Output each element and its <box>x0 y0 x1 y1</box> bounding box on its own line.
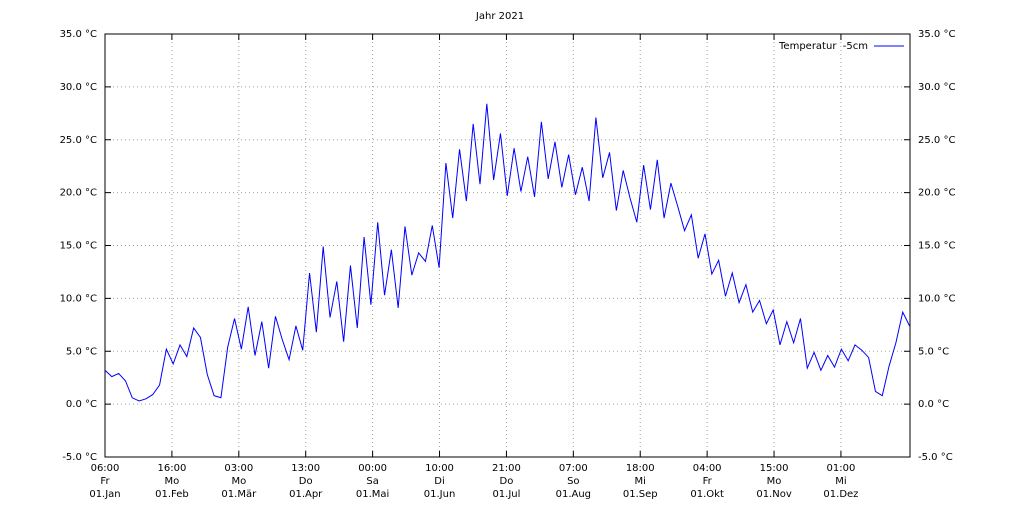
y2-tick-label: 15.0 °C <box>918 241 955 252</box>
y2-tick-label: 25.0 °C <box>918 135 955 146</box>
y2-tick-label: 30.0 °C <box>918 82 955 93</box>
x-tick-label: Do <box>500 476 514 487</box>
y2-tick-label: -5.0 °C <box>918 452 953 463</box>
data-line <box>104 103 910 402</box>
x-tick-label: 01.Feb <box>155 489 189 500</box>
x-tick-label: 03:00 <box>224 463 253 474</box>
x-tick-label: 01.Aug <box>556 489 591 500</box>
x-tick-label: Mi <box>835 476 846 487</box>
y-tick-label: 5.0 °C <box>66 346 97 357</box>
x-tick-label: 01.Nov <box>756 489 792 500</box>
x-tick-label: 01.Mär <box>221 489 257 500</box>
x-tick-label: 01.Okt <box>690 489 724 500</box>
x-tick-label: 01.Dez <box>823 489 858 500</box>
y2-tick-label: 0.0 °C <box>918 399 949 410</box>
x-tick-label: Mo <box>767 476 782 487</box>
x-tick-label: Mo <box>165 476 180 487</box>
y-tick-label: 35.0 °C <box>60 29 97 40</box>
y-tick-label: 25.0 °C <box>60 135 97 146</box>
plot-frame <box>104 33 911 458</box>
x-tick-label: 01:00 <box>827 463 856 474</box>
x-tick-label: 07:00 <box>559 463 588 474</box>
x-tick-label: Fr <box>100 476 110 487</box>
x-tick-label: 16:00 <box>157 463 186 474</box>
y-tick-label: 20.0 °C <box>60 188 97 199</box>
legend-label: Temperatur -5cm <box>778 41 868 52</box>
y2-tick-label: 20.0 °C <box>918 188 955 199</box>
y-tick-label: -5.0 °C <box>62 452 97 463</box>
x-tick-label: 04:00 <box>693 463 722 474</box>
x-tick-label: 18:00 <box>626 463 655 474</box>
x-tick-label: Mo <box>231 476 246 487</box>
x-tick-label: Fr <box>703 476 713 487</box>
x-tick-label: 06:00 <box>91 463 120 474</box>
x-tick-label: So <box>567 476 579 487</box>
y2-tick-label: 35.0 °C <box>918 29 955 40</box>
x-tick-label: 01.Jul <box>492 489 520 500</box>
chart-title: Jahr 2021 <box>475 11 524 22</box>
x-tick-label: 15:00 <box>760 463 789 474</box>
x-tick-label: 10:00 <box>425 463 454 474</box>
x-tick-label: Sa <box>366 476 378 487</box>
x-tick-label: 01.Sep <box>623 489 658 500</box>
x-tick-label: 01.Mai <box>356 489 389 500</box>
x-tick-label: Mi <box>635 476 646 487</box>
y-tick-label: 0.0 °C <box>66 399 97 410</box>
x-tick-label: Di <box>434 476 444 487</box>
y2-tick-label: 5.0 °C <box>918 346 949 357</box>
x-tick-label: 01.Apr <box>289 489 323 500</box>
x-tick-label: 00:00 <box>358 463 387 474</box>
x-tick-label: 01.Jun <box>424 489 456 500</box>
x-tick-label: 21:00 <box>492 463 521 474</box>
x-tick-label: 13:00 <box>291 463 320 474</box>
y-tick-label: 10.0 °C <box>60 293 97 304</box>
y2-tick-label: 10.0 °C <box>918 293 955 304</box>
y-tick-label: 30.0 °C <box>60 82 97 93</box>
y-tick-label: 15.0 °C <box>60 241 97 252</box>
x-tick-label: Do <box>299 476 313 487</box>
x-tick-label: 01.Jan <box>89 489 120 500</box>
